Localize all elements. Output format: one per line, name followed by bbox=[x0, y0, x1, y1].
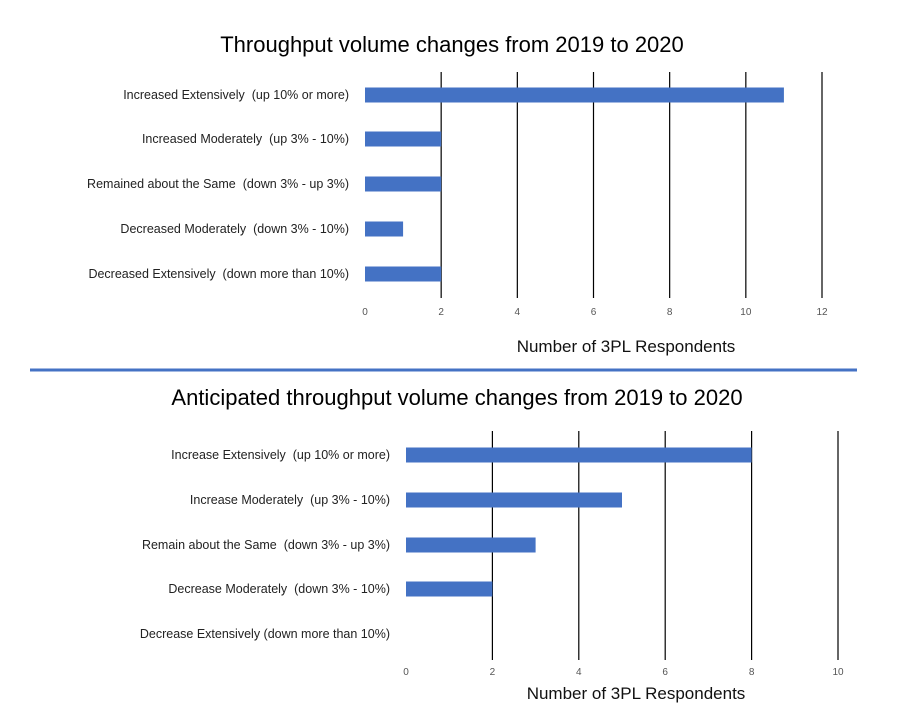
chart-anticipated-throughput: Anticipated throughput volume changes fr… bbox=[140, 385, 844, 703]
bar bbox=[365, 266, 442, 282]
bar bbox=[365, 131, 442, 147]
bar bbox=[406, 447, 752, 463]
x-tick-label: 2 bbox=[438, 307, 444, 318]
category-label: Increased Moderately (up 3% - 10%) bbox=[142, 132, 349, 146]
x-tick-label: 0 bbox=[403, 667, 409, 678]
category-label: Remain about the Same (down 3% - up 3%) bbox=[142, 538, 390, 552]
category-label: Increase Moderately (up 3% - 10%) bbox=[190, 493, 390, 507]
x-tick-label: 10 bbox=[832, 667, 844, 678]
x-tick-label: 6 bbox=[662, 667, 668, 678]
category-label: Decrease Extensively (down more than 10%… bbox=[140, 627, 390, 641]
x-tick-label: 0 bbox=[362, 307, 368, 318]
x-tick-label: 2 bbox=[490, 667, 496, 678]
x-tick-label: 8 bbox=[749, 667, 755, 678]
bar bbox=[365, 87, 784, 103]
category-label: Increased Extensively (up 10% or more) bbox=[123, 88, 349, 102]
bar bbox=[406, 537, 536, 553]
bar bbox=[365, 176, 442, 192]
category-label: Decrease Moderately (down 3% - 10%) bbox=[168, 582, 390, 596]
x-tick-label: 4 bbox=[515, 307, 521, 318]
x-axis-label: Number of 3PL Respondents bbox=[527, 684, 746, 703]
chart-throughput-2019-2020: Throughput volume changes from 2019 to 2… bbox=[87, 32, 828, 356]
bar bbox=[406, 492, 622, 508]
x-tick-label: 12 bbox=[816, 307, 828, 318]
category-label: Decreased Extensively (down more than 10… bbox=[88, 267, 349, 281]
x-tick-label: 4 bbox=[576, 667, 582, 678]
bar bbox=[365, 221, 404, 237]
category-label: Decreased Moderately (down 3% - 10%) bbox=[120, 222, 349, 236]
chart-title: Throughput volume changes from 2019 to 2… bbox=[220, 32, 684, 57]
chart-title: Anticipated throughput volume changes fr… bbox=[171, 385, 742, 410]
x-tick-label: 10 bbox=[740, 307, 752, 318]
category-label: Increase Extensively (up 10% or more) bbox=[171, 448, 390, 462]
bar bbox=[406, 581, 493, 597]
x-axis-label: Number of 3PL Respondents bbox=[517, 337, 736, 356]
x-tick-label: 8 bbox=[667, 307, 673, 318]
category-label: Remained about the Same (down 3% - up 3%… bbox=[87, 177, 349, 191]
x-tick-label: 6 bbox=[591, 307, 597, 318]
